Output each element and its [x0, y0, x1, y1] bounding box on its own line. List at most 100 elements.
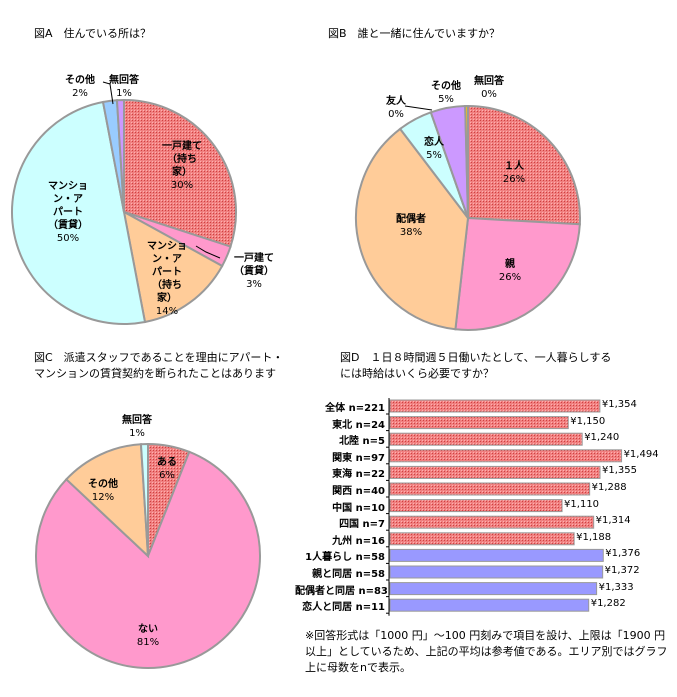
bar	[389, 582, 598, 596]
chart-c-title-line1: 図C 派遣スタッフであることを理由にアパート・	[34, 351, 284, 364]
pie-2-slice-2	[64, 443, 150, 559]
slice-label: 配偶者	[396, 214, 426, 225]
slice-label: 親	[504, 259, 515, 270]
slice-percent: 6%	[159, 470, 175, 481]
pie-2-slice-3	[139, 442, 149, 557]
pie-1-label-6: 無回答 0%	[474, 75, 504, 101]
bar	[389, 432, 583, 446]
slice-percent: 50%	[56, 233, 80, 244]
slice-label: 一戸建て （賃貸）	[234, 253, 274, 277]
slice-percent: 81%	[136, 637, 160, 648]
slice-percent: 5%	[438, 94, 454, 105]
bar-category-label: 東北 n=24	[332, 419, 385, 431]
leader-line	[404, 105, 433, 111]
bar-value-label: ¥1,314	[595, 515, 631, 527]
pie-2-label-1: ない 81%	[137, 623, 159, 649]
bar-category-label: 配偶者と同居 n=83	[295, 585, 388, 597]
bar	[389, 515, 595, 529]
bar-value-label: ¥1,188	[576, 531, 612, 543]
slice-label: ある	[157, 457, 177, 468]
slice-percent: 0%	[388, 109, 404, 120]
bar-value-label: ¥1,288	[591, 482, 627, 493]
slice-percent: 30%	[170, 180, 194, 191]
chart-d-title-line2: には時給はいくら必要ですか？	[340, 367, 494, 380]
pie-1-label-3: 恋人 5%	[424, 136, 444, 162]
slice-label: 無回答	[122, 415, 152, 426]
pie-1-label-2: 配偶者 38%	[396, 213, 426, 239]
pie-0-label-3: マンショ ン・ア パート （賃貸） 50%	[48, 180, 88, 245]
slice-percent: 1%	[129, 428, 145, 439]
bar-value-label: ¥1,372	[604, 565, 640, 576]
bar-value-label: ¥1,333	[598, 581, 634, 593]
bar-category-label: 東海 n=22	[332, 469, 385, 481]
bar-value-label: ¥1,354	[601, 399, 637, 410]
bar-category-label: 親と同居 n=58	[312, 569, 385, 580]
slice-label: １人	[503, 161, 524, 172]
chart-d-title: 図D １日８時間週５日働いたとして、一人暮らしする には時給はいくら必要ですか？	[340, 350, 611, 382]
pie-1-label-5: その他 5%	[431, 80, 461, 106]
pie-1-slice-0	[467, 104, 581, 226]
bar-category-label: 1人暮らし n=58	[305, 552, 385, 564]
bar-value-label: ¥1,150	[570, 415, 606, 427]
pie-2-label-0: ある 6%	[157, 456, 177, 482]
footnote: ※回答形式は「1000 円」～100 円刻みで項目を設け、上限は「1900 円以…	[305, 629, 668, 674]
pie-0-label-4: その他 2%	[65, 74, 95, 100]
slice-percent: 5%	[426, 150, 442, 161]
bar	[389, 548, 604, 562]
bar-category-label: 中国 n=10	[332, 502, 385, 514]
pie-0-slice-2	[122, 210, 224, 324]
slice-label: 恋人	[424, 137, 444, 148]
pie-0-label-2: マンショ ン・ア パート （持ち 家） 14%	[147, 240, 187, 318]
chart-d-title-line1: 図D １日８時間週５日働いたとして、一人暮らしする	[340, 351, 612, 364]
bar-category-label: 九州 n=16	[332, 535, 385, 547]
bar-value-label: ¥1,494	[623, 448, 659, 460]
slice-percent: 12%	[91, 492, 115, 503]
slice-label: その他	[431, 81, 461, 92]
bar-value-label: ¥1,282	[590, 598, 626, 610]
chart-a-title: 図A 住んでいる所は？	[34, 27, 151, 40]
bar	[389, 449, 623, 463]
bar-value-label: ¥1,376	[605, 548, 641, 560]
pie-0-label-1: 一戸建て （賃貸） 3%	[234, 252, 274, 291]
slice-percent: 3%	[246, 279, 262, 290]
pie-0-label-0: 一戸建て （持ち 家） 30%	[162, 140, 202, 192]
slice-percent: 14%	[155, 306, 179, 317]
bar	[389, 399, 601, 413]
leader-line	[102, 81, 114, 105]
slice-percent: 0%	[481, 89, 497, 100]
slice-percent: 38%	[399, 227, 423, 238]
chart-c-title: 図C 派遣スタッフであることを理由にアパート・ マンションの賃貸契約を断られたこ…	[34, 350, 283, 382]
pie-2-slice-1	[35, 450, 261, 669]
pie-1-label-0: １人 26%	[503, 160, 525, 186]
bar-category-label: 関西 n=40	[332, 486, 385, 497]
pie-0-slice-0	[123, 98, 237, 248]
pie-2-label-3: 無回答 1%	[122, 414, 152, 440]
pie-0-slice-5	[115, 98, 125, 213]
pie-1-label-4: 友人 0%	[386, 95, 406, 121]
bar	[389, 499, 563, 513]
bar	[389, 598, 590, 612]
slice-label: 一戸建て （持ち 家）	[162, 141, 202, 178]
leader-line	[195, 245, 221, 259]
slice-percent: 2%	[72, 88, 88, 99]
chart-c-title-line2: マンションの賃貸契約を断られたことはあります	[34, 367, 276, 380]
slice-percent: 1%	[116, 88, 132, 99]
slice-label: 友人	[386, 96, 406, 107]
slice-label: その他	[88, 479, 118, 490]
pie-1-label-1: 親 26%	[499, 258, 521, 284]
bar-value-label: ¥1,355	[602, 465, 638, 477]
bar	[389, 416, 569, 430]
slice-label: マンショ ン・ア パート （持ち 家）	[147, 241, 187, 304]
bar-value-label: ¥1,240	[584, 432, 620, 444]
bar	[389, 482, 591, 496]
pie-0-slice-3	[11, 100, 147, 325]
bar	[389, 465, 601, 479]
bar-category-label: 四国 n=7	[339, 519, 385, 531]
bar	[389, 532, 575, 546]
slice-label: ない	[137, 624, 158, 635]
bar-value-label: ¥1,110	[564, 498, 600, 510]
pie-1-slice-6	[464, 104, 469, 219]
pie-1-slice-2	[355, 127, 470, 331]
